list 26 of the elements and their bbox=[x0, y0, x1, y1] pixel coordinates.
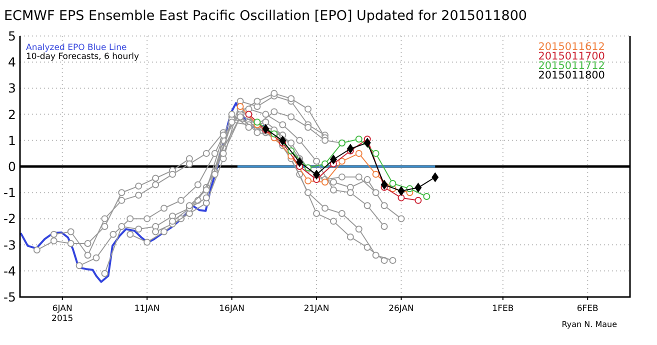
text: 2015011712 bbox=[538, 60, 605, 72]
y-tick-label: 1 bbox=[8, 132, 16, 148]
text: 2015011612 bbox=[538, 41, 605, 53]
text: Ryan N. Maue bbox=[562, 320, 618, 329]
y-tick-label: 0 bbox=[8, 159, 16, 174]
y-tick-label: -1 bbox=[4, 185, 16, 200]
chart-title: ECMWF EPS Ensemble East Pacific Oscillation [EPO] Updated for 2015011800 bbox=[4, 8, 528, 24]
text: 2015011800 bbox=[538, 70, 605, 82]
y-tick-label: 2 bbox=[8, 106, 16, 122]
y-tick-label: 3 bbox=[8, 80, 16, 96]
x-tick-label: 1FEB bbox=[492, 304, 514, 314]
x-tick-label: 6FEB bbox=[576, 304, 599, 314]
annotation: 10-day Forecasts, 6 hourly bbox=[26, 52, 139, 62]
y-tick-label: 4 bbox=[8, 54, 16, 70]
text: Analyzed EPO Blue Line bbox=[26, 43, 127, 53]
y-tick-label: -3 bbox=[4, 237, 16, 252]
y-tick-label: -2 bbox=[4, 211, 16, 226]
text: 2015011700 bbox=[538, 50, 605, 62]
x-tick-label: 16JAN bbox=[219, 304, 244, 314]
y-tick-label: 5 bbox=[8, 28, 16, 44]
x-tick-label: 21JAN bbox=[304, 304, 330, 314]
y-tick-label: -4 bbox=[4, 263, 16, 278]
y-tick-label: -5 bbox=[4, 290, 16, 304]
x-tick-label: 26JAN bbox=[388, 304, 414, 314]
x-tick-label: 6JAN 2015 bbox=[52, 304, 74, 324]
x-tick-label: 11JAN bbox=[134, 304, 160, 314]
